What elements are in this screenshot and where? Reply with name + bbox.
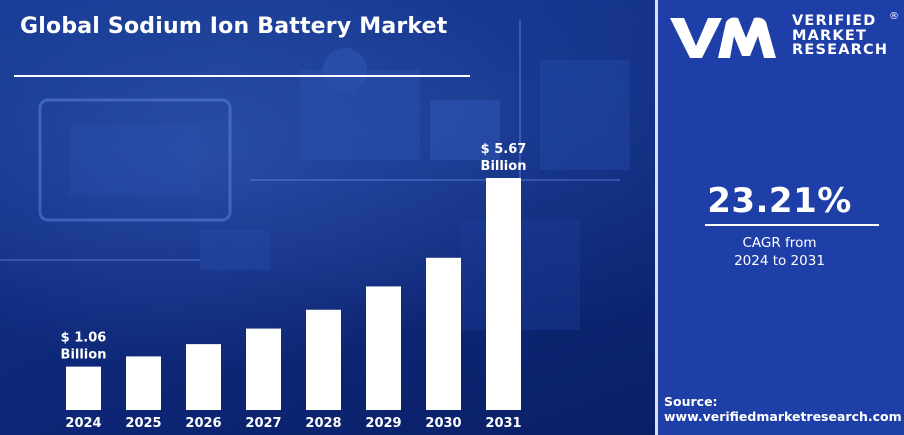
x-tick-label-2028: 2028 [305, 416, 341, 431]
x-tick-label-2025: 2025 [125, 416, 161, 431]
source-note: Source: www.verifiedmarketresearch.com [664, 394, 902, 424]
brand-line-research: RESEARCH [792, 42, 889, 58]
x-tick-label-2026: 2026 [185, 416, 221, 431]
source-label: Source: [664, 394, 718, 409]
bar-2027 [246, 328, 281, 410]
data-label-value-2024: $ 1.06 [61, 331, 107, 346]
x-tick-label-2027: 2027 [245, 416, 281, 431]
vmr-logo-icon [670, 17, 776, 58]
summary-panel [655, 0, 904, 435]
brand-line-verified: VERIFIED [792, 13, 877, 29]
circuit-board-background [0, 20, 630, 330]
cagr-label-line2: 2024 to 2031 [734, 253, 825, 269]
data-label-unit-2031: Billion [481, 159, 527, 174]
bar-2024 [66, 366, 101, 410]
bar-2028 [306, 309, 341, 410]
chart-panel: Global Sodium Ion Battery Market 2024 202… [0, 0, 655, 435]
cagr-label-line1: CAGR from [742, 235, 817, 251]
panel-divider [655, 0, 658, 435]
x-tick-label-2031: 2031 [485, 416, 521, 431]
registered-mark: ® [889, 11, 899, 22]
x-tick-label-2029: 2029 [365, 416, 401, 431]
source-url: www.verifiedmarketresearch.com [664, 409, 902, 424]
bar-2025 [126, 356, 161, 410]
brand-line-market: MARKET [792, 27, 868, 44]
x-tick-label-2024: 2024 [65, 416, 101, 431]
title-underline [14, 75, 470, 77]
cagr-label: CAGR from 2024 to 2031 [655, 234, 904, 270]
bar-2031 [486, 178, 521, 410]
bar-chart: 2024 2025 2026 2027 2028 2029 2030 2031 $ 1.06 Bi… [61, 142, 527, 431]
bar-2030 [426, 257, 461, 410]
bar-2029 [366, 286, 401, 410]
data-label-unit-2024: Billion [61, 348, 107, 363]
x-tick-label-2030: 2030 [425, 416, 461, 431]
chart-title: Global Sodium Ion Battery Market [20, 14, 448, 39]
brand-name: VERIFIED MARKET RESEARCH [792, 14, 888, 58]
data-label-value-2031: $ 5.67 [481, 142, 527, 157]
cagr-underline [705, 224, 879, 226]
bar-2026 [186, 344, 221, 410]
cagr-value: 23.21% [707, 181, 852, 221]
